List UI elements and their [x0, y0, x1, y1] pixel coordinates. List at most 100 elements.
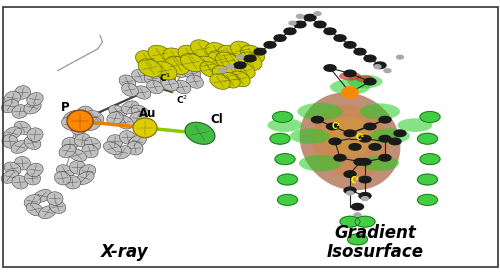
Ellipse shape — [132, 105, 148, 118]
Circle shape — [349, 144, 361, 150]
Circle shape — [234, 62, 246, 69]
Circle shape — [219, 69, 226, 73]
Ellipse shape — [132, 69, 148, 83]
Circle shape — [304, 14, 316, 21]
Ellipse shape — [136, 51, 160, 69]
Circle shape — [294, 21, 306, 28]
Circle shape — [314, 21, 326, 28]
Circle shape — [396, 55, 404, 59]
Ellipse shape — [185, 122, 215, 144]
Ellipse shape — [14, 157, 32, 169]
Ellipse shape — [106, 112, 124, 125]
Ellipse shape — [62, 138, 78, 151]
Ellipse shape — [24, 194, 40, 208]
Circle shape — [359, 159, 371, 165]
Circle shape — [359, 193, 371, 199]
Ellipse shape — [14, 121, 31, 135]
Circle shape — [314, 12, 321, 16]
Text: C⁴: C⁴ — [350, 175, 360, 185]
Text: Cl: Cl — [210, 113, 223, 126]
Ellipse shape — [356, 75, 374, 82]
Ellipse shape — [60, 144, 76, 158]
Ellipse shape — [163, 48, 187, 66]
Ellipse shape — [114, 146, 132, 159]
Ellipse shape — [300, 92, 400, 190]
Ellipse shape — [398, 118, 432, 132]
Circle shape — [418, 194, 438, 205]
Ellipse shape — [127, 141, 143, 155]
Ellipse shape — [4, 127, 22, 140]
Ellipse shape — [130, 112, 146, 125]
Ellipse shape — [146, 80, 164, 94]
Circle shape — [379, 116, 391, 123]
Circle shape — [244, 55, 256, 62]
Ellipse shape — [159, 69, 176, 83]
Ellipse shape — [87, 110, 103, 124]
Circle shape — [364, 123, 376, 130]
Ellipse shape — [76, 172, 94, 184]
Circle shape — [334, 35, 346, 41]
Circle shape — [362, 197, 368, 200]
Ellipse shape — [240, 45, 264, 64]
Circle shape — [278, 194, 297, 205]
Circle shape — [344, 171, 356, 177]
Ellipse shape — [72, 121, 88, 135]
Text: P: P — [62, 101, 70, 114]
Ellipse shape — [298, 103, 343, 120]
Text: Isosurface: Isosurface — [326, 243, 424, 261]
Ellipse shape — [76, 106, 94, 120]
Circle shape — [284, 28, 296, 35]
Ellipse shape — [178, 45, 202, 64]
Circle shape — [359, 176, 371, 183]
Ellipse shape — [196, 56, 220, 75]
Ellipse shape — [122, 83, 138, 97]
Circle shape — [344, 70, 356, 77]
Ellipse shape — [230, 41, 254, 60]
Ellipse shape — [180, 53, 204, 72]
Circle shape — [420, 154, 440, 165]
Circle shape — [352, 203, 364, 210]
Ellipse shape — [370, 128, 410, 144]
Ellipse shape — [46, 192, 64, 205]
Ellipse shape — [69, 161, 86, 174]
Ellipse shape — [218, 45, 242, 64]
Circle shape — [418, 133, 438, 144]
Ellipse shape — [339, 72, 361, 81]
Ellipse shape — [1, 171, 19, 183]
Ellipse shape — [210, 74, 230, 89]
Circle shape — [344, 187, 356, 194]
Circle shape — [420, 112, 440, 122]
Ellipse shape — [134, 86, 151, 99]
Ellipse shape — [325, 116, 375, 156]
Ellipse shape — [12, 176, 28, 189]
Ellipse shape — [348, 75, 382, 88]
Circle shape — [394, 130, 406, 137]
Ellipse shape — [50, 200, 66, 214]
Circle shape — [418, 174, 438, 185]
Circle shape — [329, 138, 341, 145]
Circle shape — [278, 174, 297, 185]
Ellipse shape — [2, 99, 18, 113]
Ellipse shape — [172, 64, 188, 78]
Circle shape — [359, 135, 371, 142]
Ellipse shape — [200, 61, 220, 77]
Circle shape — [236, 55, 244, 59]
Ellipse shape — [206, 42, 230, 61]
Ellipse shape — [107, 135, 123, 148]
FancyBboxPatch shape — [0, 0, 250, 272]
Circle shape — [346, 191, 354, 195]
Circle shape — [270, 133, 290, 144]
Ellipse shape — [12, 140, 28, 154]
Ellipse shape — [212, 66, 233, 81]
Ellipse shape — [54, 172, 71, 185]
Circle shape — [374, 62, 386, 69]
Circle shape — [389, 138, 401, 145]
Ellipse shape — [26, 163, 44, 177]
Ellipse shape — [186, 75, 204, 88]
Circle shape — [264, 42, 276, 48]
Circle shape — [340, 216, 360, 227]
Ellipse shape — [34, 189, 51, 202]
Circle shape — [289, 21, 296, 25]
Text: C²: C² — [332, 122, 340, 131]
Text: Gradient: Gradient — [334, 224, 416, 242]
